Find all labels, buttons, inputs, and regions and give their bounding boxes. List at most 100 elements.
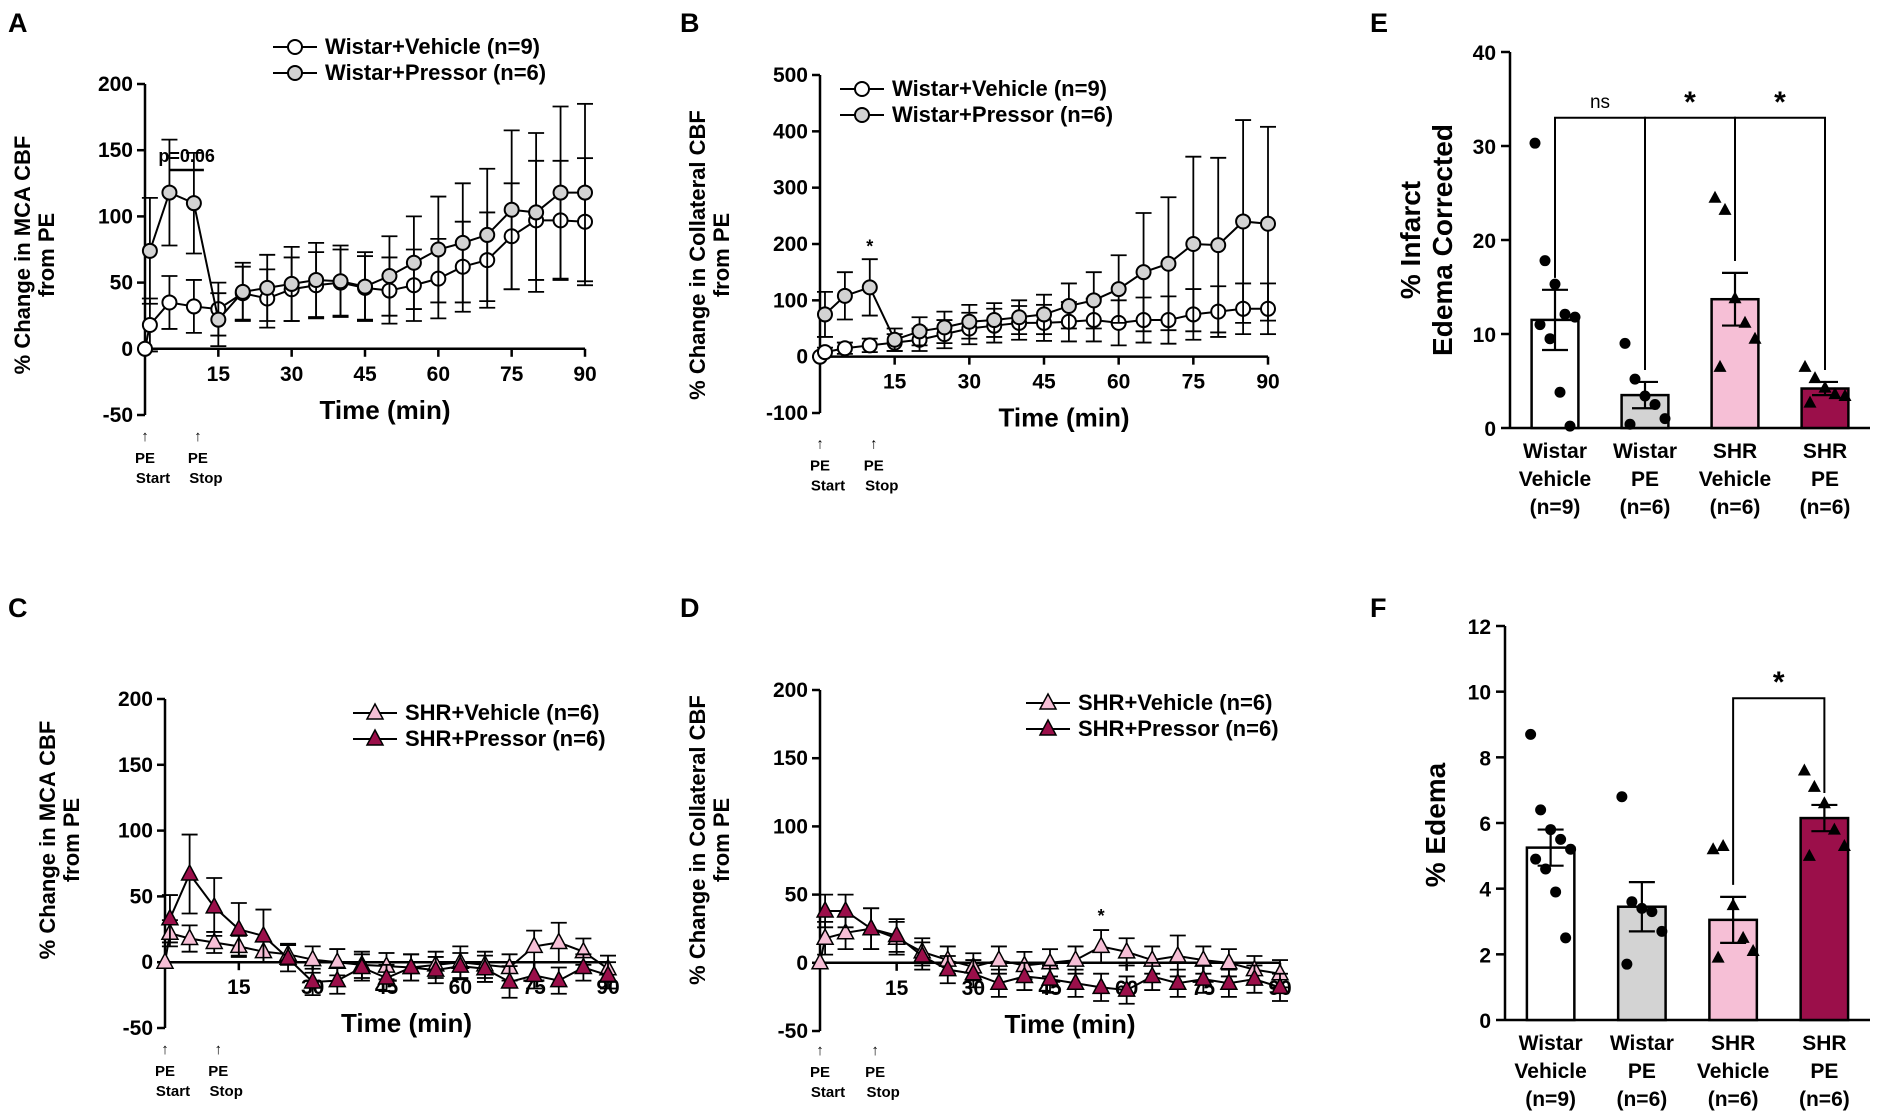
x-tick-label: 90	[573, 363, 596, 386]
data-point	[328, 970, 347, 988]
legend-marker	[854, 81, 870, 97]
category-label: (n=9)	[1530, 496, 1581, 519]
y-tick-label: 0	[796, 952, 808, 975]
data-point	[1636, 902, 1648, 914]
y-tick-label: 8	[1479, 747, 1491, 770]
pe-label: Start	[811, 478, 845, 495]
y-tick-label: 200	[773, 233, 808, 256]
x-tick-label: 75	[1182, 371, 1206, 394]
data-point	[234, 283, 251, 300]
pe-label: Stop	[866, 1084, 899, 1101]
pe-label: PE	[208, 1063, 228, 1080]
x-axis-title: Time (min)	[341, 1008, 472, 1038]
data-point	[1555, 833, 1567, 845]
comparison-bracket	[1732, 697, 1826, 885]
pe-label: Stop	[210, 1083, 243, 1100]
category-label: (n=6)	[1799, 1088, 1850, 1111]
x-axis-title: Time (min)	[1005, 1009, 1136, 1039]
y-tick-label: 0	[141, 951, 153, 974]
data-point	[1837, 838, 1851, 851]
data-point	[454, 234, 471, 251]
x-tick-label: 90	[1256, 371, 1279, 394]
data-point	[254, 925, 273, 943]
data-point	[1726, 898, 1740, 911]
data-point	[204, 931, 224, 950]
data-point	[180, 863, 199, 881]
legend-label: SHR+Vehicle (n=6)	[405, 700, 599, 725]
data-point	[1838, 389, 1852, 402]
data-point	[137, 340, 153, 357]
significance-label: *	[1774, 86, 1786, 119]
y-axis-title: % Edema	[1420, 762, 1451, 887]
y-tick-label: 4	[1479, 879, 1491, 902]
data-point	[938, 959, 958, 977]
data-point	[1194, 968, 1213, 986]
y-tick-label: 50	[130, 885, 153, 908]
data-point	[574, 956, 593, 975]
y-tick-label: -50	[778, 1020, 808, 1043]
data-point	[1117, 941, 1136, 959]
series-1	[160, 833, 618, 999]
data-point	[936, 319, 953, 336]
data-point	[283, 275, 300, 292]
category-label: Wistar	[1519, 1032, 1583, 1055]
data-point	[155, 951, 175, 969]
panel-B: B -100 0 100 200 300 400 500 15 30 45 60 75 90 Time (m…	[680, 8, 1280, 495]
data-point	[1260, 215, 1276, 232]
y-tick-label: 50	[110, 272, 133, 295]
y-tick-label: 200	[118, 688, 153, 711]
y-tick-label: 2	[1479, 944, 1491, 967]
y-tick-label: 50	[785, 884, 808, 907]
pe-label: Start	[811, 1084, 845, 1101]
y-tick-label: 0	[121, 338, 133, 361]
pe-label: Stop	[865, 478, 898, 495]
data-point	[1818, 380, 1832, 393]
pe-arrow: ↑	[816, 1042, 824, 1059]
y-axis-title-line: from PE	[709, 213, 734, 297]
data-point	[1549, 278, 1561, 290]
data-point	[1828, 387, 1842, 400]
data-point	[1748, 331, 1762, 344]
data-point	[836, 922, 855, 940]
pe-label: PE	[810, 458, 830, 475]
legend-label: Wistar+Pressor (n=6)	[325, 60, 546, 85]
category-label: (n=6)	[1710, 496, 1761, 519]
data-point	[1535, 804, 1547, 816]
data-point	[1807, 779, 1821, 792]
x-tick-label: 30	[962, 977, 985, 1000]
data-point	[989, 949, 1009, 967]
y-tick-label: 30	[1473, 136, 1496, 159]
category-label: Wistar	[1613, 440, 1677, 463]
panel-letter: E	[1370, 8, 1388, 38]
significance-label: *	[1684, 86, 1696, 119]
data-point	[1746, 944, 1760, 957]
series-1	[816, 119, 1276, 352]
data-point	[1117, 979, 1136, 997]
data-point	[598, 964, 618, 983]
significance-label: *	[1773, 666, 1785, 699]
data-point	[1808, 371, 1822, 384]
data-point	[1135, 264, 1152, 281]
data-point	[1011, 309, 1028, 326]
data-point	[180, 927, 199, 946]
y-tick-label: 0	[1479, 1010, 1491, 1033]
panel-E: E 0 10 20 30 40 % InfarctEdema Corrected Wistar…	[1370, 8, 1870, 519]
y-tick-label: 150	[773, 747, 808, 770]
pe-arrow: ↑	[194, 428, 202, 445]
y-axis-title-line: from PE	[34, 213, 59, 297]
data-point	[1621, 958, 1633, 970]
legend-label: SHR+Pressor (n=6)	[1078, 716, 1279, 741]
data-point	[1656, 925, 1668, 937]
pe-label: PE	[155, 1063, 175, 1080]
data-point	[210, 311, 227, 328]
data-point	[1235, 213, 1252, 230]
y-axis-title-line: % Edema	[1420, 762, 1451, 887]
data-point	[577, 184, 593, 201]
data-point	[1066, 972, 1085, 991]
data-point	[259, 279, 276, 296]
category-label: SHR	[1802, 1032, 1846, 1055]
x-axis-title: Time (min)	[320, 395, 451, 425]
data-point	[1706, 842, 1720, 855]
data-point	[836, 287, 853, 304]
data-point	[1168, 972, 1188, 991]
